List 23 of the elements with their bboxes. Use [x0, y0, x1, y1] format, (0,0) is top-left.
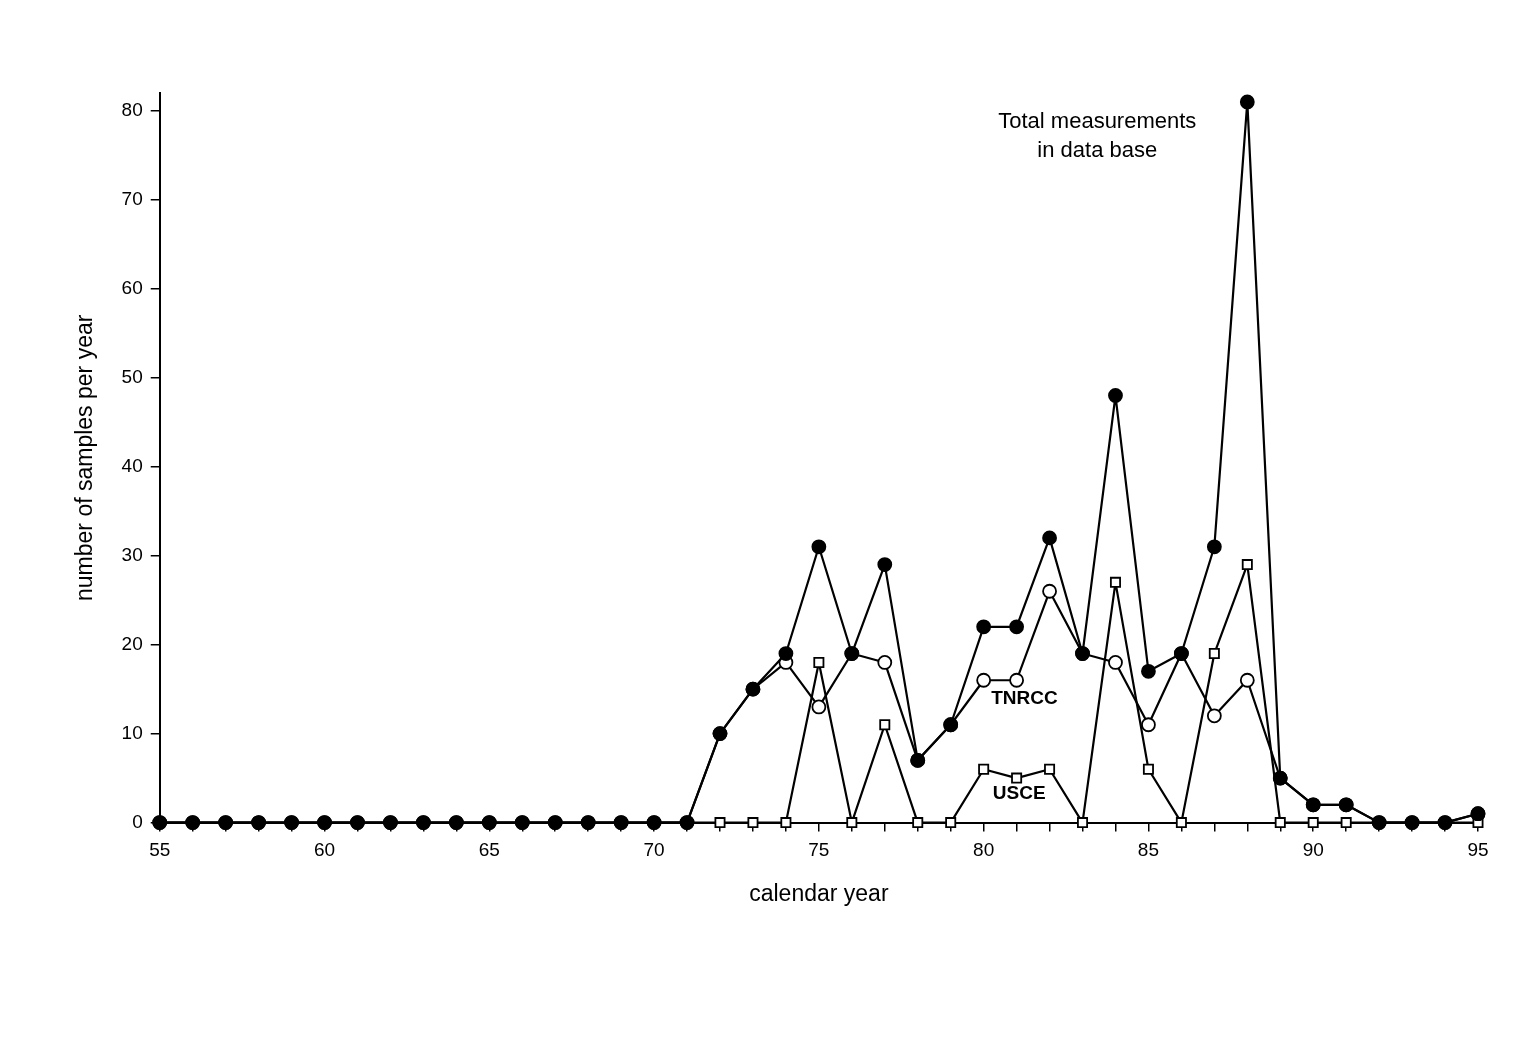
x-tick-label: 60: [313, 839, 336, 861]
y-tick-label: 50: [121, 365, 143, 387]
y-tick-label: 0: [132, 810, 143, 832]
x-axis-title: calendar year: [749, 879, 889, 906]
y-tick-label: 10: [121, 721, 143, 743]
text: Total measurements in data base: [998, 108, 1197, 162]
x-tick-label: 55: [149, 839, 171, 861]
series-label: TNRCC: [991, 686, 1059, 708]
x-tick-label: 85: [1137, 839, 1159, 861]
x-tick-label: 80: [973, 839, 995, 861]
y-tick-label: 40: [121, 454, 143, 476]
x-tick-label: 75: [808, 839, 830, 861]
y-tick-label: 20: [121, 632, 143, 654]
y-axis-title: number of samples per year: [71, 314, 98, 601]
series-label: USCE: [992, 781, 1046, 803]
y-tick-label: 60: [121, 276, 143, 298]
y-tick-label: 70: [121, 188, 143, 210]
x-tick-label: 90: [1302, 839, 1324, 861]
y-tick-label: 30: [121, 543, 143, 565]
x-tick-label: 65: [478, 839, 500, 861]
x-tick-label: 70: [643, 839, 665, 861]
x-tick-label: 95: [1467, 839, 1489, 861]
y-tick-label: 80: [121, 99, 143, 121]
